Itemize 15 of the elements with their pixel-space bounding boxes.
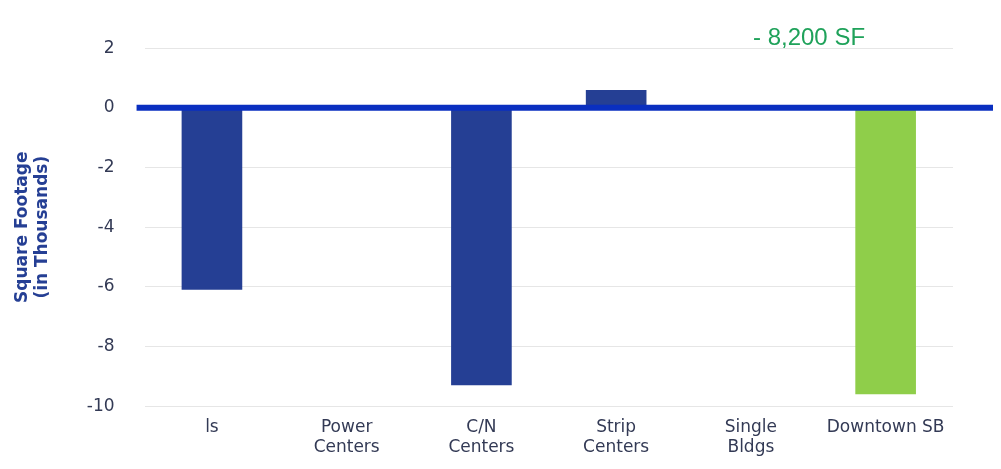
y-tick-label: 0	[103, 96, 115, 117]
x-tick-label: ls	[205, 415, 219, 436]
x-tick-label: Single Bldgs	[724, 415, 778, 457]
x-tick-label: Downtown SB	[826, 415, 945, 436]
y-tick-label: 2	[103, 36, 115, 57]
annotation: - 8,200 SF	[753, 22, 866, 50]
y-tick-label: -4	[97, 215, 115, 236]
y-tick-label: -10	[86, 394, 115, 415]
y-tick-label: -8	[97, 334, 115, 355]
x-tick-label: C/N Centers	[448, 415, 515, 457]
x-tick-label: Strip Centers	[583, 415, 650, 457]
x-tick-label: Power Centers	[313, 415, 380, 457]
y-tick-label: -6	[97, 275, 115, 296]
y-tick-label: -2	[97, 155, 115, 176]
y-axis-title: Square Footage (in Thousands)	[10, 151, 52, 303]
